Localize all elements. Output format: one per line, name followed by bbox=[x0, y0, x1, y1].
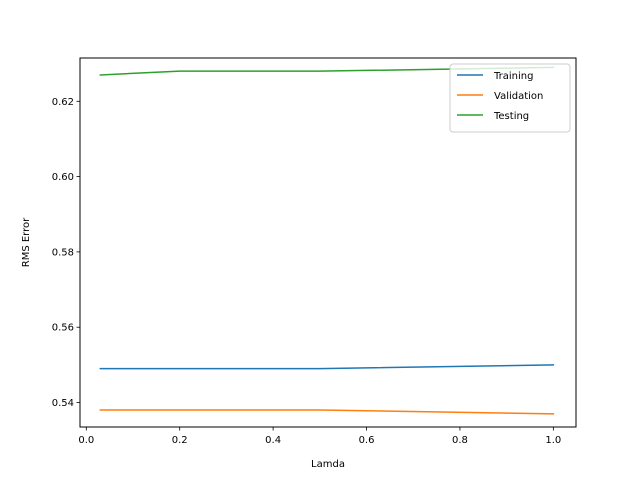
y-tick-label: 0.54 bbox=[52, 398, 74, 409]
x-tick-label: 1.0 bbox=[545, 435, 561, 446]
legend-label-training: Training bbox=[493, 71, 533, 82]
series-line-testing bbox=[99, 66, 555, 76]
legend-label-testing: Testing bbox=[493, 111, 529, 122]
y-tick-label: 0.56 bbox=[52, 323, 74, 334]
x-tick-label: 0.2 bbox=[172, 435, 188, 446]
x-tick-label: 0.4 bbox=[265, 435, 281, 446]
series-line-validation bbox=[99, 409, 555, 415]
y-axis-label: RMS Error bbox=[21, 217, 32, 267]
series-line-training bbox=[99, 364, 555, 370]
x-tick-label: 0.8 bbox=[452, 435, 468, 446]
y-tick-label: 0.62 bbox=[52, 97, 74, 108]
y-axis-ticks: 0.54 0.56 0.58 0.60 0.62 bbox=[52, 97, 80, 409]
series-layer bbox=[99, 66, 555, 415]
legend: Training Validation Testing bbox=[449, 63, 571, 133]
plot-frame bbox=[79, 57, 577, 428]
x-axis-ticks: 0.0 0.2 0.4 0.6 0.8 1.0 bbox=[78, 427, 561, 446]
y-tick-label: 0.60 bbox=[52, 172, 74, 183]
x-tick-label: 0.0 bbox=[78, 435, 94, 446]
y-tick-label: 0.58 bbox=[52, 247, 74, 258]
x-tick-label: 0.6 bbox=[359, 435, 375, 446]
legend-label-validation: Validation bbox=[494, 91, 543, 102]
x-axis-label: Lamda bbox=[311, 459, 345, 470]
